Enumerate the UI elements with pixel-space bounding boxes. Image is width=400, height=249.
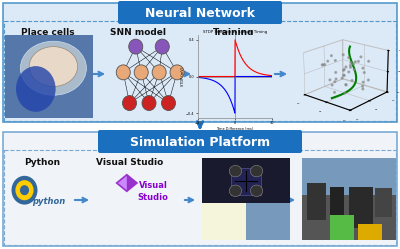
Bar [330, 215, 354, 240]
Bar [4, 21, 396, 121]
Ellipse shape [12, 176, 38, 205]
X-axis label: Time Difference (ms): Time Difference (ms) [216, 127, 254, 131]
Circle shape [142, 96, 156, 111]
Bar [202, 158, 290, 203]
Text: Unreal Engine: Unreal Engine [304, 158, 376, 167]
Ellipse shape [29, 47, 78, 86]
Bar [349, 187, 372, 228]
Text: Simulation Platform: Simulation Platform [130, 135, 270, 148]
Circle shape [129, 39, 143, 54]
FancyBboxPatch shape [118, 1, 282, 24]
Bar [307, 183, 326, 220]
Circle shape [229, 185, 242, 196]
FancyBboxPatch shape [98, 130, 302, 153]
Circle shape [155, 39, 169, 54]
Bar [358, 224, 382, 240]
Text: Airsim: Airsim [216, 158, 248, 167]
Text: Neural Network: Neural Network [145, 6, 255, 19]
Bar [202, 203, 246, 240]
Text: Visual Studio: Visual Studio [96, 158, 164, 167]
Bar [202, 203, 290, 240]
Text: Path finding: Path finding [309, 28, 371, 37]
Text: Visual: Visual [139, 181, 168, 190]
Circle shape [116, 65, 130, 80]
Circle shape [152, 65, 166, 80]
Bar [302, 195, 396, 240]
Ellipse shape [20, 185, 29, 195]
Bar [330, 187, 344, 215]
Ellipse shape [15, 180, 34, 200]
Bar [120, 3, 280, 22]
Polygon shape [115, 174, 138, 192]
Y-axis label: STDP (mV): STDP (mV) [181, 67, 185, 86]
Bar [231, 168, 261, 195]
Bar [4, 150, 396, 245]
Circle shape [250, 185, 263, 196]
Circle shape [122, 96, 136, 111]
Text: Studio: Studio [138, 193, 169, 202]
Bar [375, 188, 392, 217]
Circle shape [170, 65, 184, 80]
Ellipse shape [16, 66, 56, 112]
Text: python: python [32, 196, 66, 205]
Text: Place cells: Place cells [21, 28, 75, 37]
Bar [246, 203, 290, 240]
Circle shape [229, 165, 242, 177]
Title: STDP Strength vs Spiking Timing: STDP Strength vs Spiking Timing [203, 30, 267, 34]
Text: Training: Training [213, 28, 255, 37]
Polygon shape [118, 176, 127, 190]
Bar [302, 158, 396, 195]
Text: SNN model: SNN model [110, 28, 166, 37]
Circle shape [162, 96, 176, 111]
Circle shape [250, 165, 263, 177]
Circle shape [134, 65, 148, 80]
Text: Python: Python [24, 158, 60, 167]
Bar [3, 3, 397, 122]
Bar [3, 132, 397, 246]
Ellipse shape [20, 41, 86, 95]
